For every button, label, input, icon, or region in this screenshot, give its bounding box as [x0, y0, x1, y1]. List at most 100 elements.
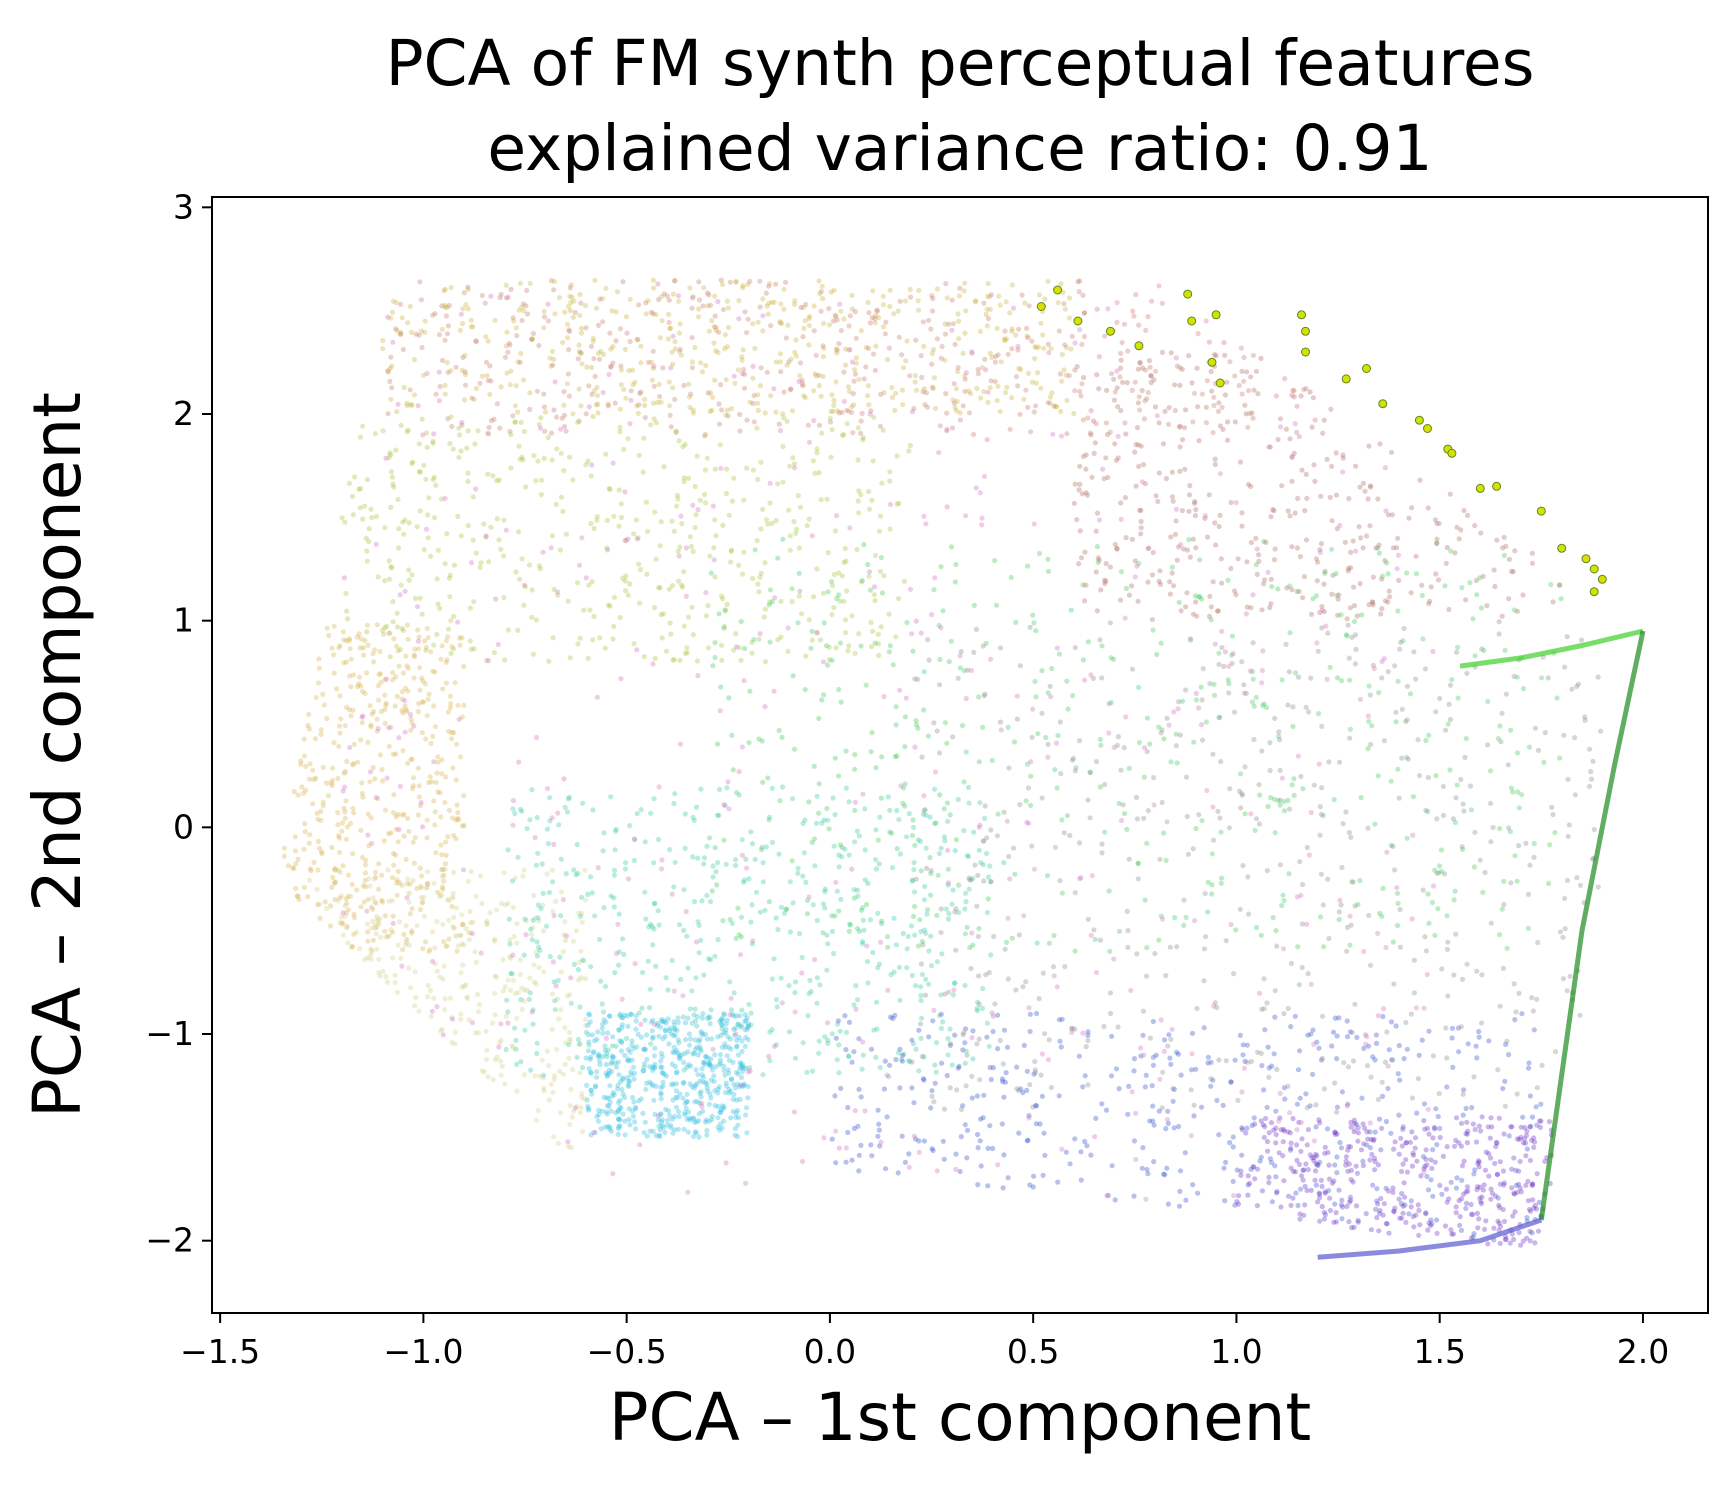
scatter-point — [591, 525, 597, 532]
scatter-point — [975, 933, 981, 940]
scatter-point — [1465, 1041, 1471, 1047]
scatter-point — [387, 654, 393, 660]
scatter-point — [1009, 328, 1015, 334]
scatter-point — [816, 810, 822, 816]
scatter-point — [561, 412, 568, 418]
scatter-point — [910, 877, 916, 883]
scatter-point — [371, 876, 377, 882]
scatter-point — [549, 991, 556, 997]
scatter-point — [950, 397, 956, 403]
scatter-point — [650, 1034, 656, 1040]
scatter-point — [1003, 390, 1009, 396]
scatter-point — [671, 800, 677, 807]
scatter-point — [846, 928, 852, 935]
scatter-point — [517, 972, 524, 978]
scatter-point — [599, 1025, 605, 1031]
scatter-point — [331, 623, 337, 629]
scatter-point — [505, 349, 511, 355]
scatter-point — [788, 386, 794, 392]
scatter-point — [382, 525, 388, 531]
scatter-point — [917, 838, 924, 844]
scatter-point — [503, 1046, 509, 1053]
scatter-point — [448, 650, 454, 657]
scatter-point — [483, 534, 489, 540]
scatter-point — [671, 1044, 677, 1050]
scatter-point — [355, 759, 361, 765]
scatter-point — [678, 352, 685, 358]
scatter-point — [520, 873, 526, 879]
scatter-point — [469, 395, 475, 401]
scatter-point — [715, 1115, 721, 1121]
scatter-point — [936, 622, 942, 629]
scatter-point — [867, 320, 874, 326]
scatter-point — [789, 599, 795, 605]
scatter-point — [300, 790, 307, 797]
scatter-point — [1004, 384, 1010, 390]
scatter-point — [1434, 816, 1440, 822]
scatter-point — [994, 325, 1000, 331]
scatter-point — [749, 650, 755, 656]
scatter-point — [1296, 1161, 1302, 1167]
scatter-point — [1364, 1063, 1371, 1069]
scatter-point — [760, 860, 766, 866]
scatter-point — [739, 357, 745, 363]
scatter-point — [692, 524, 698, 531]
scatter-point — [419, 899, 426, 905]
scatter-point — [839, 573, 845, 579]
scatter-point — [533, 862, 540, 868]
scatter-point — [537, 1073, 543, 1079]
scatter-point — [481, 1069, 487, 1075]
scatter-point — [1129, 666, 1136, 672]
scatter-point — [424, 713, 430, 719]
scatter-point — [332, 866, 338, 872]
scatter-point — [1345, 622, 1351, 628]
scatter-point — [690, 1051, 696, 1057]
scatter-point — [976, 925, 982, 932]
scatter-point — [1290, 387, 1296, 393]
scatter-point — [515, 854, 521, 860]
scatter-point — [887, 829, 893, 835]
scatter-point — [306, 726, 312, 732]
scatter-point — [1293, 1190, 1299, 1196]
scatter-point — [739, 837, 745, 843]
scatter-point — [1133, 292, 1139, 298]
scatter-point — [411, 675, 417, 681]
scatter-point — [920, 811, 927, 817]
scatter-point — [356, 681, 362, 687]
scatter-point — [350, 851, 356, 857]
scatter-point — [372, 647, 378, 653]
scatter-point — [1425, 1227, 1431, 1233]
scatter-point — [780, 443, 786, 450]
scatter-point — [1524, 1146, 1530, 1152]
scatter-point — [825, 1040, 831, 1046]
scatter-point — [929, 1093, 935, 1099]
scatter-point — [978, 860, 984, 866]
scatter-point — [699, 369, 706, 375]
scatter-point — [392, 703, 398, 709]
scatter-point — [681, 569, 687, 575]
scatter-point — [1201, 946, 1208, 952]
scatter-point — [551, 356, 557, 362]
scatter-point — [343, 659, 349, 665]
scatter-point — [1472, 1126, 1478, 1133]
scatter-point — [365, 896, 371, 903]
scatter-point — [439, 771, 445, 777]
scatter-point — [1176, 424, 1182, 430]
scatter-point — [433, 482, 439, 488]
scatter-point — [589, 1032, 596, 1038]
scatter-point — [509, 971, 515, 977]
scatter-point — [1081, 310, 1087, 316]
scatter-point — [1077, 840, 1083, 846]
scatter-point — [564, 321, 571, 327]
scatter-point — [442, 996, 448, 1002]
scatter-point — [1459, 1177, 1465, 1183]
scatter-point — [519, 304, 525, 310]
scatter-point — [1514, 878, 1520, 884]
scatter-point — [951, 400, 957, 406]
scatter-point — [610, 1090, 616, 1096]
scatter-point — [437, 894, 443, 900]
scatter-point — [936, 750, 943, 756]
scatter-point — [896, 964, 903, 970]
scatter-point — [566, 327, 572, 333]
scatter-point — [424, 880, 430, 887]
